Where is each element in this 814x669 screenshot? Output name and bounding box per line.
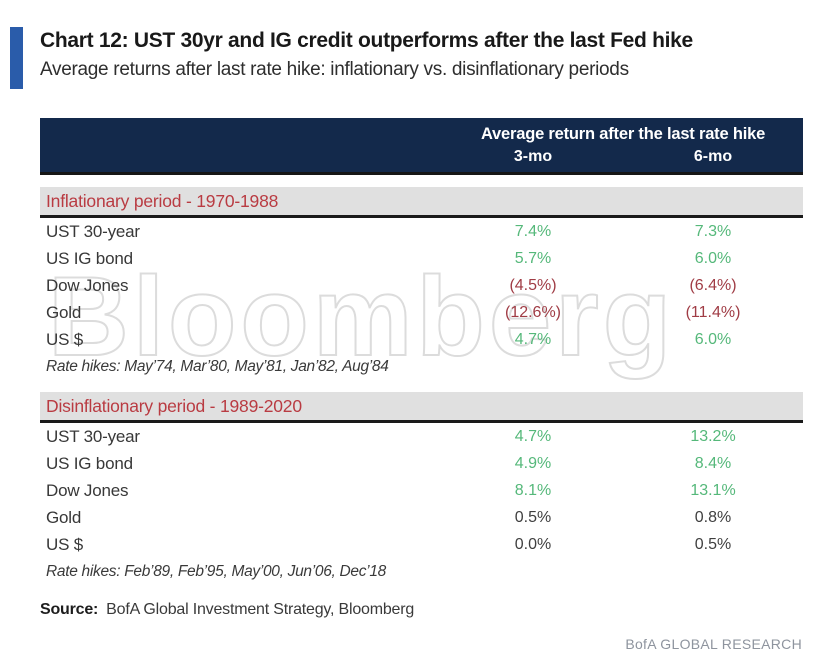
- value-3mo: 0.5%: [514, 508, 552, 526]
- section-header-inflationary: Inflationary period - 1970-1988: [40, 187, 803, 218]
- value-6mo: 0.8%: [694, 508, 732, 526]
- asset-label: US IG bond: [46, 248, 133, 268]
- value-3mo: 0.0%: [514, 535, 552, 553]
- value-3mo: (4.5%): [509, 276, 557, 294]
- asset-label: UST 30-year: [46, 221, 140, 241]
- value-6mo: 0.5%: [694, 535, 732, 553]
- table-row: Dow Jones 8.1% 13.1%: [40, 477, 803, 504]
- value-3mo: 7.4%: [514, 222, 552, 240]
- table-row: US $ 0.0% 0.5%: [40, 531, 803, 558]
- table-row: Gold (12.6%) (11.4%): [40, 299, 803, 326]
- table-row: UST 30-year 4.7% 13.2%: [40, 423, 803, 450]
- source-label: Source:: [40, 601, 99, 618]
- value-6mo: 13.1%: [690, 481, 736, 499]
- asset-label: Gold: [46, 302, 82, 322]
- value-3mo: 4.9%: [514, 454, 552, 472]
- value-6mo: 6.0%: [694, 330, 732, 348]
- table-row: Gold 0.5% 0.8%: [40, 504, 803, 531]
- rate-hikes-note: Rate hikes: Feb’89, Feb’95, May’00, Jun’…: [46, 562, 386, 580]
- table-row: US $ 4.7% 6.0%: [40, 326, 803, 353]
- value-6mo: 6.0%: [694, 249, 732, 267]
- asset-label: Gold: [46, 507, 82, 527]
- table-row: Dow Jones (4.5%) (6.4%): [40, 272, 803, 299]
- table-row: UST 30-year 7.4% 7.3%: [40, 218, 803, 245]
- title-accent-bar: [10, 27, 23, 89]
- section-header-disinflationary: Disinflationary period - 1989-2020: [40, 392, 803, 423]
- table-row: US IG bond 4.9% 8.4%: [40, 450, 803, 477]
- source-line: Source: BofA Global Investment Strategy, …: [40, 601, 414, 619]
- returns-table: Average return after the last rate hike …: [40, 118, 803, 585]
- asset-label: Dow Jones: [46, 275, 129, 295]
- rate-hikes-note: Rate hikes: May’74, Mar’80, May’81, Jan’…: [46, 357, 389, 375]
- source-text: BofA Global Investment Strategy, Bloombe…: [106, 601, 415, 618]
- column-header-3mo: 3-mo: [513, 148, 553, 165]
- bofa-global-research-brand: BofA GLOBAL RESEARCH: [625, 636, 802, 652]
- value-3mo: (12.6%): [504, 303, 562, 321]
- value-3mo: 8.1%: [514, 481, 552, 499]
- table-header-title: Average return after the last rate hike: [480, 125, 766, 143]
- value-6mo: 8.4%: [694, 454, 732, 472]
- value-3mo: 4.7%: [514, 330, 552, 348]
- value-6mo: 13.2%: [690, 427, 736, 445]
- chart-subtitle: Average returns after last rate hike: in…: [40, 59, 629, 81]
- column-header-6mo: 6-mo: [693, 148, 733, 165]
- value-6mo: 7.3%: [694, 222, 732, 240]
- asset-label: UST 30-year: [46, 426, 140, 446]
- asset-label: US IG bond: [46, 453, 133, 473]
- table-header: Average return after the last rate hike …: [40, 118, 803, 175]
- title-block: Chart 12: UST 30yr and IG credit outperf…: [10, 27, 800, 89]
- value-3mo: 5.7%: [514, 249, 552, 267]
- asset-label: US $: [46, 534, 83, 554]
- asset-label: US $: [46, 329, 83, 349]
- asset-label: Dow Jones: [46, 480, 129, 500]
- chart-title: Chart 12: UST 30yr and IG credit outperf…: [40, 29, 693, 52]
- value-3mo: 4.7%: [514, 427, 552, 445]
- value-6mo: (6.4%): [689, 276, 737, 294]
- table-row: US IG bond 5.7% 6.0%: [40, 245, 803, 272]
- value-6mo: (11.4%): [685, 303, 741, 321]
